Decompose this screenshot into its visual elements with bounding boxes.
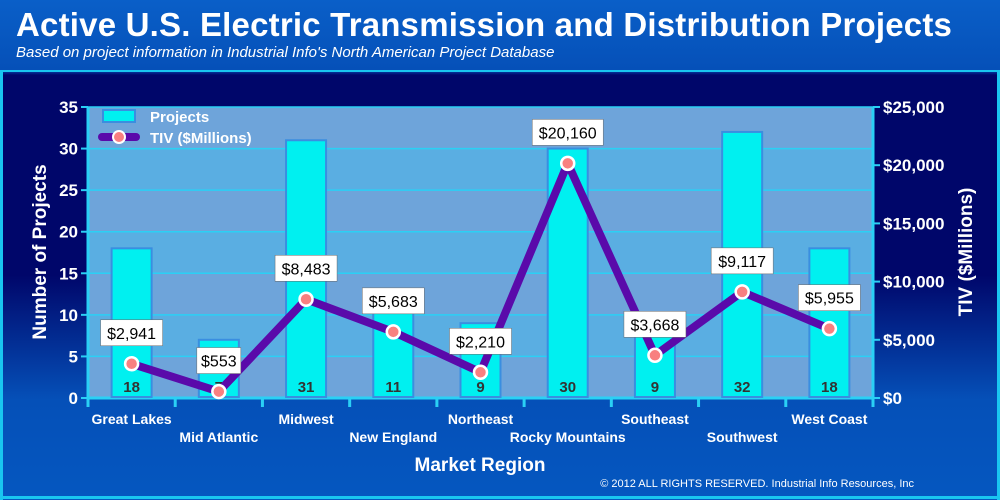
border-right xyxy=(997,70,1000,500)
y2-tick-label: $5,000 xyxy=(883,331,935,350)
x-tick-label: Great Lakes xyxy=(92,411,172,427)
x-tick-label: Mid Atlantic xyxy=(179,429,258,445)
tiv-label: $8,483 xyxy=(282,261,331,278)
tiv-label: $553 xyxy=(201,354,237,371)
y-tick-label: 20 xyxy=(59,223,78,242)
bar-label: 31 xyxy=(298,379,315,396)
legend-label: TIV ($Millions) xyxy=(150,130,252,147)
x-tick-label: New England xyxy=(349,429,437,445)
x-tick-label: Northeast xyxy=(448,411,514,427)
tiv-label: $9,117 xyxy=(718,254,766,271)
x-tick-label: Midwest xyxy=(278,411,334,427)
tiv-marker xyxy=(385,324,402,340)
tiv-marker xyxy=(472,364,489,381)
tiv-marker xyxy=(298,291,314,308)
bar-label: 11 xyxy=(385,379,401,396)
tiv-label: $3,668 xyxy=(630,317,679,334)
bar-label: 9 xyxy=(651,379,659,396)
tiv-label: $5,955 xyxy=(805,291,854,308)
tiv-marker xyxy=(647,347,663,364)
y2-axis-title: TIV ($Millions) xyxy=(956,188,977,317)
y2-tick-label: $0 xyxy=(883,389,902,408)
x-axis-title: Market Region xyxy=(415,455,546,476)
y2-tick-label: $10,000 xyxy=(883,273,944,292)
tiv-label-box xyxy=(274,255,338,282)
tiv-marker xyxy=(559,155,576,172)
tiv-label: $20,160 xyxy=(539,125,597,142)
x-tick-label: Rocky Mountains xyxy=(510,429,626,445)
legend-bar-swatch xyxy=(102,109,136,123)
copyright: © 2012 ALL RIGHTS RESERVED. Industrial I… xyxy=(600,478,914,490)
tiv-label-box xyxy=(362,287,425,315)
border-left xyxy=(0,70,3,500)
tiv-marker xyxy=(123,356,140,372)
tiv-label-box xyxy=(531,119,604,146)
chart-subtitle: Based on project information in Industri… xyxy=(16,44,555,61)
tiv-label-box xyxy=(100,319,163,347)
y-tick-label: 25 xyxy=(59,181,78,200)
y2-tick-label: $15,000 xyxy=(883,214,944,233)
tiv-label: $2,941 xyxy=(107,326,156,343)
legend-marker xyxy=(112,130,126,144)
y-tick-label: 10 xyxy=(59,306,78,325)
bar-label: 30 xyxy=(559,379,576,396)
bar-label: 9 xyxy=(476,379,484,396)
y2-tick-label: $20,000 xyxy=(883,156,944,175)
tiv-marker xyxy=(821,320,838,337)
y-tick-label: 5 xyxy=(69,347,78,366)
tiv-marker xyxy=(211,383,227,400)
tiv-label: $2,210 xyxy=(456,334,505,351)
tiv-label-box xyxy=(449,328,512,355)
y-tick-label: 35 xyxy=(59,98,78,117)
bar-label: 18 xyxy=(123,379,140,396)
divider xyxy=(0,496,1000,499)
tiv-label: $5,683 xyxy=(369,294,418,311)
tiv-label-box xyxy=(710,247,774,275)
y-axis-title: Number of Projects xyxy=(30,164,51,339)
legend-label: Projects xyxy=(150,109,209,126)
chart-title: Active U.S. Electric Transmission and Di… xyxy=(16,6,953,43)
x-tick-label: Southeast xyxy=(621,411,689,427)
tiv-marker xyxy=(734,284,750,300)
y-tick-label: 0 xyxy=(69,389,78,408)
x-tick-label: West Coast xyxy=(791,411,867,427)
divider xyxy=(0,70,1000,72)
x-tick-label: Southwest xyxy=(707,429,778,445)
tiv-label-box xyxy=(196,347,242,374)
y-tick-label: 30 xyxy=(59,140,78,159)
tiv-label-box xyxy=(623,311,687,338)
tiv-label-box xyxy=(798,284,861,311)
bar-label: 18 xyxy=(821,379,838,396)
y2-tick-label: $25,000 xyxy=(883,98,944,117)
bar-label: 32 xyxy=(734,379,751,396)
y-tick-label: 15 xyxy=(59,264,78,283)
